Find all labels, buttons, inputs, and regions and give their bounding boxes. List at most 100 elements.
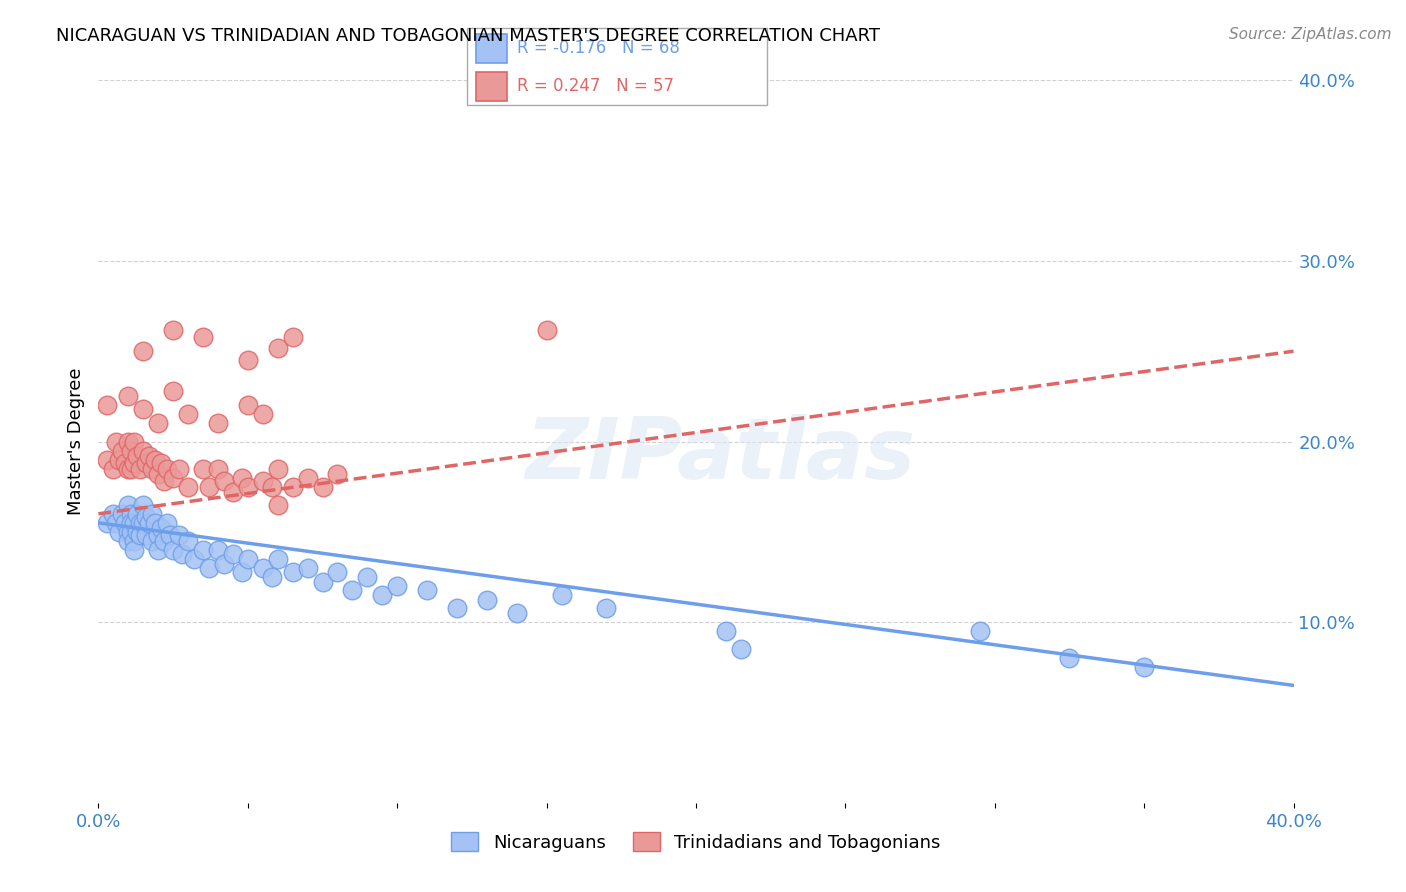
Point: [297, 561, 319, 575]
Point: [267, 552, 290, 566]
Point: [167, 528, 190, 542]
Point: [222, 485, 245, 500]
Point: [124, 456, 146, 470]
Point: [135, 528, 157, 542]
Point: [105, 516, 128, 530]
Point: [191, 330, 214, 344]
Point: [127, 507, 149, 521]
Point: [114, 516, 136, 530]
Point: [108, 452, 131, 467]
Point: [207, 542, 229, 557]
Point: [153, 533, 176, 548]
Point: [135, 456, 157, 470]
Point: [117, 533, 139, 548]
Point: [969, 624, 991, 639]
Point: [124, 533, 146, 548]
Point: [156, 516, 179, 530]
Point: [356, 570, 378, 584]
Point: [135, 510, 157, 524]
Point: [595, 600, 617, 615]
Point: [120, 461, 142, 475]
Point: [96, 452, 118, 467]
Point: [111, 507, 134, 521]
FancyBboxPatch shape: [467, 29, 768, 105]
Text: R = 0.247   N = 57: R = 0.247 N = 57: [516, 78, 673, 95]
Point: [132, 344, 155, 359]
Point: [446, 600, 468, 615]
Point: [236, 398, 259, 412]
Point: [416, 582, 439, 597]
Point: [506, 606, 529, 620]
Point: [132, 498, 155, 512]
Point: [191, 461, 214, 475]
Point: [117, 461, 139, 475]
Point: [231, 471, 253, 485]
Y-axis label: Master's Degree: Master's Degree: [66, 368, 84, 516]
Point: [191, 542, 214, 557]
Point: [252, 408, 274, 422]
Point: [730, 642, 752, 657]
Point: [311, 575, 333, 590]
Point: [198, 561, 221, 575]
Point: [177, 480, 200, 494]
Point: [120, 443, 142, 458]
Point: [297, 471, 319, 485]
Point: [127, 449, 149, 463]
Point: [385, 579, 409, 593]
Point: [141, 507, 163, 521]
Point: [105, 434, 128, 449]
Point: [132, 402, 155, 417]
Point: [177, 533, 200, 548]
Point: [236, 353, 259, 368]
Point: [124, 516, 146, 530]
Text: ZIPatlas: ZIPatlas: [524, 415, 915, 498]
Point: [162, 384, 184, 398]
Point: [111, 443, 134, 458]
Point: [120, 507, 142, 521]
Point: [143, 516, 166, 530]
Point: [148, 542, 170, 557]
Point: [260, 570, 283, 584]
Point: [143, 452, 166, 467]
Point: [150, 521, 173, 535]
Point: [536, 322, 558, 336]
Point: [156, 461, 179, 475]
Point: [132, 443, 155, 458]
Point: [207, 417, 229, 431]
Point: [153, 475, 176, 489]
Point: [148, 417, 170, 431]
Point: [120, 524, 142, 539]
FancyBboxPatch shape: [477, 34, 508, 62]
Legend: Nicaraguans, Trinidadians and Tobagonians: Nicaraguans, Trinidadians and Tobagonian…: [444, 825, 948, 859]
Text: Source: ZipAtlas.com: Source: ZipAtlas.com: [1229, 27, 1392, 42]
Point: [198, 480, 221, 494]
Point: [267, 498, 290, 512]
Point: [236, 552, 259, 566]
Point: [138, 516, 160, 530]
Point: [260, 480, 283, 494]
Text: R = -0.176   N = 68: R = -0.176 N = 68: [516, 39, 679, 57]
Point: [162, 322, 184, 336]
Point: [1059, 651, 1081, 665]
Point: [212, 475, 235, 489]
Point: [281, 480, 304, 494]
FancyBboxPatch shape: [477, 71, 508, 101]
Point: [117, 498, 139, 512]
Point: [129, 516, 152, 530]
Point: [550, 588, 572, 602]
Point: [159, 528, 181, 542]
Point: [117, 434, 139, 449]
Point: [108, 524, 131, 539]
Point: [252, 475, 274, 489]
Point: [172, 547, 194, 561]
Point: [103, 507, 125, 521]
Point: [167, 461, 190, 475]
Point: [714, 624, 737, 639]
Point: [267, 461, 290, 475]
Point: [141, 533, 163, 548]
Point: [96, 516, 118, 530]
Point: [236, 480, 259, 494]
Point: [132, 516, 155, 530]
Point: [148, 467, 170, 481]
Point: [96, 398, 118, 412]
